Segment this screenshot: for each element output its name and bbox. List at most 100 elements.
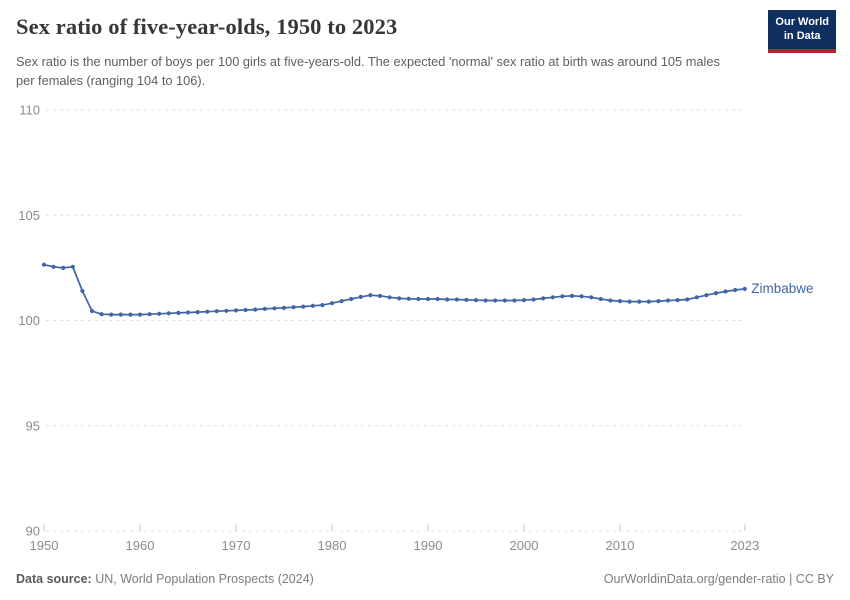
data-point bbox=[99, 312, 104, 317]
data-point bbox=[214, 309, 219, 314]
data-point bbox=[377, 293, 383, 298]
data-point bbox=[473, 298, 479, 303]
data-point bbox=[416, 296, 421, 302]
data-point bbox=[89, 308, 95, 314]
data-point bbox=[608, 298, 613, 303]
y-axis-tick-label: 100 bbox=[18, 313, 40, 328]
data-point bbox=[339, 299, 344, 304]
data-source: Data source: UN, World Population Prospe… bbox=[16, 572, 314, 586]
data-point bbox=[291, 305, 296, 310]
data-point bbox=[531, 297, 536, 302]
data-source-label: Data source: bbox=[16, 572, 92, 586]
data-point bbox=[493, 298, 498, 303]
data-point bbox=[118, 312, 123, 317]
data-point bbox=[502, 298, 507, 303]
data-point bbox=[224, 308, 229, 313]
data-point bbox=[742, 286, 747, 291]
data-point bbox=[550, 295, 555, 300]
data-point bbox=[185, 310, 191, 315]
owid-logo: Our World in Data bbox=[768, 10, 836, 53]
data-point bbox=[541, 296, 546, 301]
data-point bbox=[349, 296, 354, 302]
x-axis-tick-label: 1960 bbox=[126, 538, 155, 553]
data-point bbox=[109, 312, 114, 317]
data-point bbox=[70, 264, 75, 269]
y-axis-tick-label: 105 bbox=[18, 208, 40, 223]
x-axis-tick-label: 1990 bbox=[414, 538, 443, 553]
data-point bbox=[598, 296, 603, 302]
data-point bbox=[589, 295, 594, 300]
data-point bbox=[627, 299, 632, 304]
data-point bbox=[713, 291, 719, 296]
y-axis-tick-label: 90 bbox=[26, 524, 40, 539]
data-point bbox=[723, 289, 728, 294]
data-point bbox=[694, 295, 699, 300]
owid-logo-line1: Our World bbox=[775, 16, 829, 28]
x-axis-tick-label: 1950 bbox=[30, 538, 59, 553]
data-point bbox=[704, 293, 709, 298]
data-point bbox=[387, 295, 392, 300]
data-point bbox=[281, 305, 287, 310]
data-point bbox=[358, 294, 363, 299]
x-axis-tick-label: 1980 bbox=[318, 538, 347, 553]
page-title: Sex ratio of five-year-olds, 1950 to 202… bbox=[16, 14, 398, 39]
data-point bbox=[454, 297, 459, 302]
data-point bbox=[253, 307, 258, 312]
data-line bbox=[43, 263, 745, 316]
data-point bbox=[406, 296, 411, 301]
data-point bbox=[205, 309, 210, 314]
data-point bbox=[617, 299, 623, 304]
data-point bbox=[483, 298, 488, 303]
y-axis-tick-label: 110 bbox=[19, 103, 40, 118]
credit-link[interactable]: OurWorldinData.org/gender-ratio | CC BY bbox=[603, 572, 834, 586]
data-point bbox=[656, 299, 661, 304]
data-point bbox=[61, 265, 66, 270]
data-point bbox=[512, 298, 517, 303]
data-point bbox=[579, 294, 584, 299]
data-point bbox=[301, 304, 306, 309]
data-source-text: UN, World Population Prospects (2024) bbox=[91, 572, 314, 586]
chart-subtitle: Sex ratio is the number of boys per 100 … bbox=[16, 54, 720, 89]
data-point bbox=[368, 293, 373, 298]
data-point bbox=[262, 306, 267, 311]
x-axis-tick-label: 2023 bbox=[730, 538, 759, 553]
data-point bbox=[320, 303, 325, 308]
data-point bbox=[137, 312, 143, 317]
data-point bbox=[646, 299, 651, 304]
data-point bbox=[435, 296, 440, 302]
data-point bbox=[675, 298, 680, 303]
chart-footer: Data source: UN, World Population Prospe… bbox=[16, 572, 834, 586]
data-point bbox=[272, 306, 277, 311]
data-point bbox=[41, 262, 47, 267]
data-point bbox=[685, 297, 690, 302]
data-point bbox=[637, 299, 642, 304]
data-point bbox=[157, 311, 162, 316]
data-point bbox=[128, 312, 133, 317]
owid-logo-line2: in Data bbox=[783, 29, 821, 42]
x-axis-tick-label: 2000 bbox=[510, 538, 539, 553]
data-point bbox=[176, 310, 181, 315]
series-label[interactable]: Zimbabwe bbox=[751, 281, 813, 296]
data-point bbox=[733, 287, 738, 293]
data-point bbox=[195, 310, 200, 315]
data-point bbox=[521, 298, 527, 303]
data-point bbox=[243, 307, 248, 313]
data-point bbox=[464, 297, 469, 302]
data-point bbox=[445, 297, 450, 302]
data-point bbox=[233, 308, 239, 313]
data-point bbox=[397, 296, 402, 301]
x-axis-tick-label: 2010 bbox=[606, 538, 635, 553]
data-point bbox=[80, 288, 85, 294]
data-point bbox=[560, 294, 565, 299]
data-point bbox=[51, 264, 56, 269]
data-point bbox=[310, 303, 315, 308]
data-point bbox=[166, 311, 171, 316]
data-point bbox=[569, 293, 575, 298]
data-point bbox=[147, 312, 152, 317]
data-point bbox=[425, 296, 431, 302]
data-point bbox=[329, 301, 335, 306]
data-point bbox=[665, 298, 671, 303]
y-axis-tick-label: 95 bbox=[26, 418, 40, 433]
